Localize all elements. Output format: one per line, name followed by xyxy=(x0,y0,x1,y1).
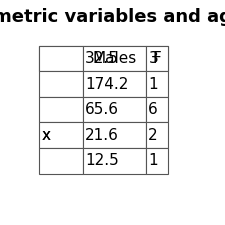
Text: 174.2: 174.2 xyxy=(85,77,129,92)
Bar xyxy=(83,46,146,71)
Text: metric variables and ag: metric variables and ag xyxy=(0,8,225,26)
Text: x: x xyxy=(41,128,50,143)
Bar xyxy=(39,122,83,148)
Bar xyxy=(146,148,168,174)
Text: 1: 1 xyxy=(148,77,158,92)
Bar xyxy=(39,97,83,122)
Bar xyxy=(39,46,83,71)
Bar xyxy=(83,71,146,97)
Bar xyxy=(146,122,168,148)
Text: Males: Males xyxy=(92,51,137,66)
Text: 21.6: 21.6 xyxy=(85,128,119,143)
Text: 12.5: 12.5 xyxy=(85,153,119,168)
Bar xyxy=(146,71,168,97)
Bar xyxy=(83,46,146,71)
Bar xyxy=(83,97,146,122)
Bar xyxy=(146,97,168,122)
Text: x: x xyxy=(41,128,50,143)
Bar xyxy=(83,122,146,148)
Bar xyxy=(39,71,83,97)
Bar xyxy=(83,148,146,174)
Bar xyxy=(146,46,168,71)
Text: 3: 3 xyxy=(148,51,158,66)
Text: 6: 6 xyxy=(148,102,158,117)
Text: 2: 2 xyxy=(148,128,158,143)
Bar xyxy=(39,148,83,174)
Text: 65.6: 65.6 xyxy=(85,102,119,117)
Bar xyxy=(146,46,168,71)
Bar xyxy=(39,46,83,71)
Text: 1: 1 xyxy=(148,153,158,168)
Text: F: F xyxy=(153,51,161,66)
Text: 32.5: 32.5 xyxy=(85,51,119,66)
